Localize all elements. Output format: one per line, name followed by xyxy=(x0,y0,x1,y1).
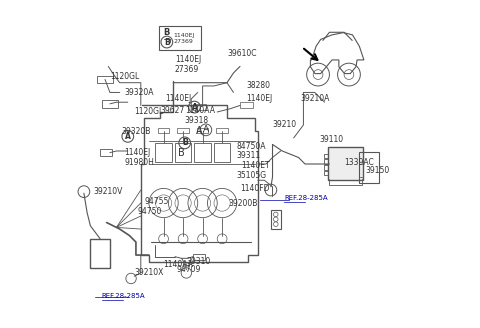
Text: 91980H: 91980H xyxy=(124,158,155,167)
Text: 39610C: 39610C xyxy=(227,49,256,58)
Text: 1140EJ: 1140EJ xyxy=(247,94,273,103)
Text: 39320B: 39320B xyxy=(121,127,151,136)
Bar xyxy=(177,128,189,133)
Bar xyxy=(194,143,211,162)
Text: 27369: 27369 xyxy=(173,39,193,44)
Text: A: A xyxy=(196,127,203,136)
Bar xyxy=(97,75,113,83)
Bar xyxy=(214,143,230,162)
Text: 39210: 39210 xyxy=(273,120,297,130)
Bar xyxy=(193,254,205,260)
Text: 39210X: 39210X xyxy=(134,268,164,277)
Bar xyxy=(102,100,118,108)
Text: 1120GL: 1120GL xyxy=(134,108,164,116)
Bar xyxy=(156,143,172,162)
Text: 1140FD: 1140FD xyxy=(240,184,269,193)
Text: 94750: 94750 xyxy=(138,207,162,215)
Text: 94755: 94755 xyxy=(144,197,168,206)
Text: 38280: 38280 xyxy=(247,81,271,91)
Bar xyxy=(240,102,253,108)
Text: REF.28-285A: REF.28-285A xyxy=(284,195,327,201)
Text: 39210A: 39210A xyxy=(300,94,330,103)
Text: B: B xyxy=(182,138,188,147)
Text: 39311: 39311 xyxy=(237,151,261,160)
Text: 1120GL: 1120GL xyxy=(110,72,139,81)
Text: 39150: 39150 xyxy=(365,166,389,175)
Text: B: B xyxy=(178,148,185,158)
Text: 1140EJ: 1140EJ xyxy=(173,33,195,38)
FancyBboxPatch shape xyxy=(159,26,201,50)
Bar xyxy=(100,149,111,156)
Text: 1140EJ: 1140EJ xyxy=(175,55,201,64)
Text: 39310: 39310 xyxy=(186,257,211,266)
Bar xyxy=(197,128,208,133)
Text: 39320A: 39320A xyxy=(124,88,154,97)
Bar xyxy=(193,105,206,110)
Text: 1140AA: 1140AA xyxy=(164,260,193,269)
Text: B: B xyxy=(164,37,170,47)
Text: 39318: 39318 xyxy=(185,115,209,125)
Text: B: B xyxy=(164,28,170,37)
Text: 1140EJ: 1140EJ xyxy=(124,148,151,157)
Text: 35105G: 35105G xyxy=(237,171,267,180)
Text: 39200B: 39200B xyxy=(228,198,258,208)
Text: 39110: 39110 xyxy=(320,135,344,144)
Bar xyxy=(324,165,328,170)
Text: 39627: 39627 xyxy=(160,106,185,115)
Text: 39210V: 39210V xyxy=(93,187,122,196)
Text: REF.28-285A: REF.28-285A xyxy=(102,293,145,299)
Bar xyxy=(216,128,228,133)
Bar xyxy=(324,154,328,158)
Text: 84750A: 84750A xyxy=(237,142,266,151)
Text: 1339AC: 1339AC xyxy=(344,158,374,167)
Text: 1140ET: 1140ET xyxy=(241,161,270,170)
Text: 27369: 27369 xyxy=(175,65,199,74)
Bar xyxy=(158,128,169,133)
Text: 1140AA: 1140AA xyxy=(185,106,215,115)
Text: 1140EJ: 1140EJ xyxy=(165,94,192,103)
Text: A: A xyxy=(203,125,209,134)
Bar xyxy=(324,159,328,164)
Text: A: A xyxy=(192,103,197,112)
Bar xyxy=(175,143,191,162)
Text: 94709: 94709 xyxy=(177,265,201,274)
Bar xyxy=(324,171,328,175)
Text: A: A xyxy=(125,132,131,141)
FancyBboxPatch shape xyxy=(328,147,363,180)
